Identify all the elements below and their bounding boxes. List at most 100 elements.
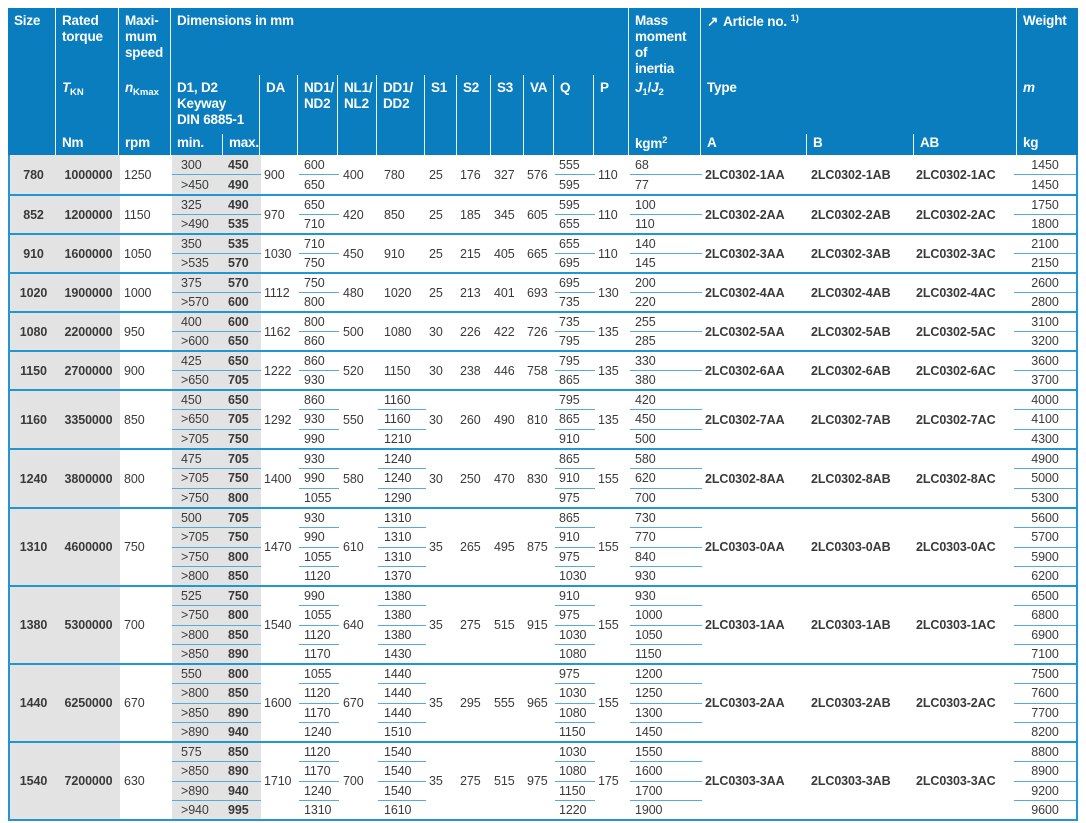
cell-mm: 500 705 >705 750 >750 800 >800 850 [172,509,261,585]
cell-s2: 215 [460,246,481,261]
cell-dd: 850 [384,207,405,222]
cell-mm: 475 705 >705 750 >750 800 [172,450,261,507]
cell-weight: 7500 7600 7700 8200 [1014,665,1076,741]
value-d-min: >850 [181,764,209,779]
unit-min: min. [170,134,222,155]
cell-type_ab: 2LC0302-7AC [916,412,996,427]
cell-torque: 1000000 [57,155,120,194]
value-d-max: 650 [228,354,249,368]
cell-dd: 780 [384,167,405,182]
cell-dd: 1310 1310 1310 1370 [378,509,426,585]
value-d-max: 890 [228,646,249,661]
cell-mm: 300 450 >450 490 [172,155,261,194]
value-d-min: >850 [181,705,209,720]
cell-va: 965 [527,696,548,710]
cell-speed: 850 [124,412,145,427]
cell-weight: 6500 6800 6900 7100 [1014,587,1076,663]
unit-spacer [259,134,297,155]
cell-s1: 30 [429,412,443,427]
cell-type_ab: 2LC0302-3AC [916,246,996,261]
cell-va: 810 [527,412,548,427]
cell-s3: 515 [494,774,515,788]
unit-rpm: rpm [118,134,170,155]
value-d-max: 800 [228,667,249,682]
cell-s2: 250 [460,471,481,486]
value-d-min: >890 [181,783,209,798]
cell-type_a: 2LC0302-2AA [705,207,785,222]
cell-s2: 213 [460,285,481,300]
cell-type_ab: 2LC0303-3AC [916,774,996,788]
article-link-icon[interactable]: ↗ [707,14,719,29]
unit-spacer [553,134,593,155]
cell-nd: 650 710 [299,196,339,233]
cell-type_a: 2LC0303-0AA [705,540,785,554]
cell-da: 1600 [264,696,292,710]
cell-weight: 1750 1800 [1014,196,1076,233]
cell-nd: 860 930 990 [299,391,339,448]
cell-da: 970 [264,207,285,222]
cell-nl: 700 [343,774,364,788]
cell-mm: 450 650 >650 705 >705 750 [172,391,261,448]
cell-s3: 405 [494,246,515,261]
cell-da: 1112 [264,285,290,300]
col-header-j1j2: J1/J2 [628,75,700,134]
cell-type_b: 2LC0303-2AB [811,696,891,710]
value-d-max: 570 [228,276,249,290]
value-d-max: 750 [228,471,249,486]
cell-torque: 7200000 [57,743,120,819]
cell-j: 420 450 500 [630,391,702,448]
cell-s3: 422 [494,324,515,339]
cell-dd: 1540 1540 1540 1610 [378,743,426,819]
cell-s1: 25 [429,285,443,300]
cell-type_ab: 2LC0302-2AC [916,207,996,222]
value-d-min: >850 [181,646,209,661]
article-label: Article no. [723,14,787,29]
cell-q: 695 735 [555,274,595,311]
cell-s3: 345 [494,207,515,222]
value-d-max: 800 [228,608,249,623]
cell-s3: 495 [494,540,515,554]
cell-size: 1310 [10,509,57,585]
cell-q: 1030 1080 1150 1220 [555,743,595,819]
value-d-min: 525 [181,589,202,604]
cell-weight: 1450 1450 [1014,155,1076,194]
cell-type_ab: 2LC0302-6AC [916,363,996,378]
cell-torque: 3800000 [57,450,120,507]
cell-s1: 25 [429,207,443,222]
cell-da: 1540 [264,618,292,632]
cell-size: 1160 [10,391,57,448]
value-d-min: 575 [181,745,202,760]
cell-type_a: 2LC0302-6AA [705,363,785,378]
cell-speed: 1150 [124,207,151,222]
cell-j: 580 620 700 [630,450,702,507]
cell-p: 135 [598,412,619,427]
table-row: 1310 4600000 750 500 705 >705 750 >750 800 >800 85… [10,507,1076,585]
value-d-max: 850 [228,745,249,760]
cell-nd: 1120 1170 1240 1310 [299,743,339,819]
cell-torque: 1900000 [57,274,120,311]
value-d-min: >800 [181,627,209,642]
cell-speed: 800 [124,471,145,486]
cell-type_b: 2LC0303-0AB [811,540,891,554]
cell-j: 100 110 [630,196,702,233]
value-d-min: 550 [181,667,202,682]
cell-q: 595 655 [555,196,595,233]
value-d-min: 450 [181,393,202,408]
col-header-rated-torque: Rated torque [55,8,118,75]
cell-nl: 610 [343,540,364,554]
value-d-min: >650 [181,373,209,387]
table-header: Size Rated torque Maxi- mum speed Dimens… [8,8,1078,155]
cell-p: 110 [598,167,618,182]
value-d-min: >450 [181,177,209,192]
value-d-min: >570 [181,295,209,309]
table-row: 1150 2700000 900 425 650 >650 705 1222 860 930 520… [10,350,1076,389]
cell-type_ab: 2LC0303-1AC [916,618,996,632]
value-d-max: 995 [228,802,249,817]
value-d-min: >750 [181,608,209,623]
table-row: 1440 6250000 670 550 800 >800 850 >850 890 >890 94… [10,663,1076,741]
cell-da: 1030 [264,246,292,261]
cell-torque: 2200000 [57,313,120,350]
cell-da: 1470 [264,540,292,554]
unit-spacer [523,134,553,155]
cell-va: 693 [527,285,548,300]
